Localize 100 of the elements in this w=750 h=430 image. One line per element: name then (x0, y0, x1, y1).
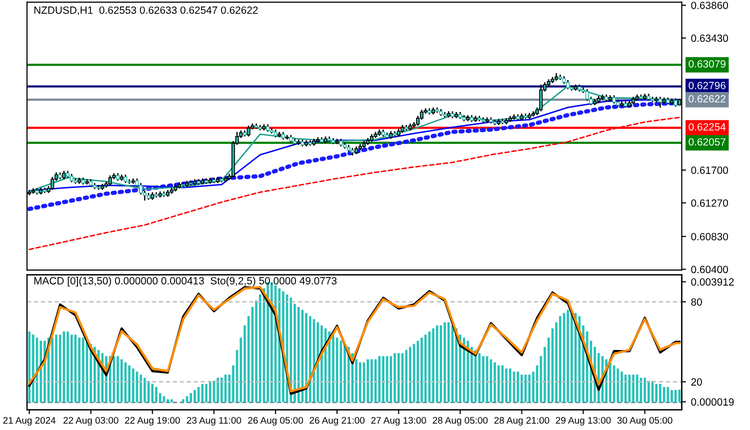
bar (186, 396, 188, 402)
bar (40, 340, 42, 402)
x-tick-label: 23 Aug 11:00 (186, 416, 242, 426)
bar (509, 368, 512, 402)
x-tick-label: 29 Aug 13:00 (556, 416, 611, 426)
bar (166, 399, 169, 402)
bar (420, 338, 423, 402)
x-tick-label: 21 Aug 2024 (3, 416, 56, 426)
bar (644, 378, 646, 402)
bar (344, 344, 346, 402)
bar (478, 353, 481, 402)
bar (116, 356, 119, 402)
bar (194, 390, 196, 402)
bar (466, 340, 470, 402)
bar (144, 378, 146, 402)
bar (444, 322, 446, 402)
bar (382, 356, 384, 402)
bar (55, 334, 58, 402)
x-tick-label: 28 Aug 21:00 (494, 416, 550, 426)
bar (659, 384, 662, 402)
bar (405, 350, 408, 402)
line-series (27, 100, 682, 212)
ref-line-label: 0.62057 (688, 138, 726, 146)
candlestick (246, 125, 250, 138)
bar (82, 338, 84, 402)
bar (170, 399, 173, 402)
y-tick-label: 0.000019 (691, 398, 734, 406)
chart-title: NZDUSD,H1 0.62553 0.62633 0.62547 0.62622 (34, 6, 258, 16)
chart-title: MACD [0](13,50) 0.000000 0.000413 Sto(9,2,5) 50.0000 49.0773 (34, 276, 337, 287)
bar (205, 384, 208, 402)
bar (128, 365, 130, 402)
bar (416, 340, 420, 402)
bar (51, 338, 54, 402)
x-tick-label: 26 Aug 05:00 (248, 416, 303, 426)
bar (520, 374, 523, 402)
candlestick (658, 96, 662, 108)
bar (648, 380, 650, 402)
y-tick-label: 0.63430 (691, 34, 728, 42)
x-tick-label: 28 Aug 05:00 (432, 416, 488, 426)
line-series (28, 116, 680, 250)
bar (140, 374, 142, 402)
bar (378, 356, 381, 402)
y-tick-label: 0.003912 (691, 278, 734, 286)
bar (66, 331, 69, 402)
candlestick (128, 178, 132, 184)
bar (632, 374, 634, 402)
bar (358, 362, 362, 402)
y-tick-label: 0.60400 (691, 266, 728, 274)
bar (132, 368, 134, 402)
bar (620, 372, 623, 402)
bar (216, 378, 219, 402)
bar (397, 353, 400, 402)
bar (428, 331, 431, 402)
bar (636, 374, 638, 402)
y2-tick-label: 20 (691, 378, 702, 386)
bar (155, 386, 158, 402)
bar (432, 328, 434, 402)
x-tick-label: 30 Aug 05:00 (617, 416, 672, 426)
bar (497, 365, 500, 402)
bar (182, 399, 184, 402)
bar (370, 359, 373, 402)
candlestick (108, 174, 112, 186)
x-tick-label: 22 Aug 19:00 (125, 416, 180, 426)
bar (559, 316, 562, 402)
bar (332, 334, 334, 402)
bar (220, 378, 223, 402)
candlestick (585, 88, 589, 102)
x-tick-label: 27 Aug 13:00 (371, 416, 426, 426)
ref-line-label: 0.62254 (688, 123, 726, 131)
bar (566, 310, 570, 402)
bar (308, 316, 312, 402)
bar (28, 331, 30, 402)
bar (447, 322, 450, 402)
bar (670, 390, 673, 402)
bar (494, 362, 496, 402)
bar (366, 359, 369, 402)
candlestick (539, 84, 543, 112)
bar (162, 396, 166, 402)
bar (305, 312, 308, 402)
y2-tick-label: 80 (691, 298, 702, 306)
bar (609, 362, 612, 402)
bar (394, 353, 396, 402)
bar (70, 334, 73, 402)
bar (409, 346, 412, 402)
y-tick-label: 0.60830 (691, 232, 728, 240)
bar (570, 312, 573, 402)
bar (190, 393, 192, 402)
bar (616, 368, 620, 402)
ref-line-label: 0.62796 (688, 82, 726, 90)
x-tick-label: 26 Aug 21:00 (310, 416, 365, 426)
y-tick-label: 0.61270 (691, 199, 728, 207)
bar (655, 384, 658, 402)
y-tick-label: 0.63860 (691, 2, 728, 10)
bar (208, 380, 212, 402)
ref-line-label: 0.63079 (688, 60, 726, 68)
bar (666, 386, 670, 402)
bar (516, 372, 520, 402)
bar (78, 338, 80, 402)
ref-line-label: 0.62622 (688, 95, 726, 102)
bar (482, 356, 484, 402)
